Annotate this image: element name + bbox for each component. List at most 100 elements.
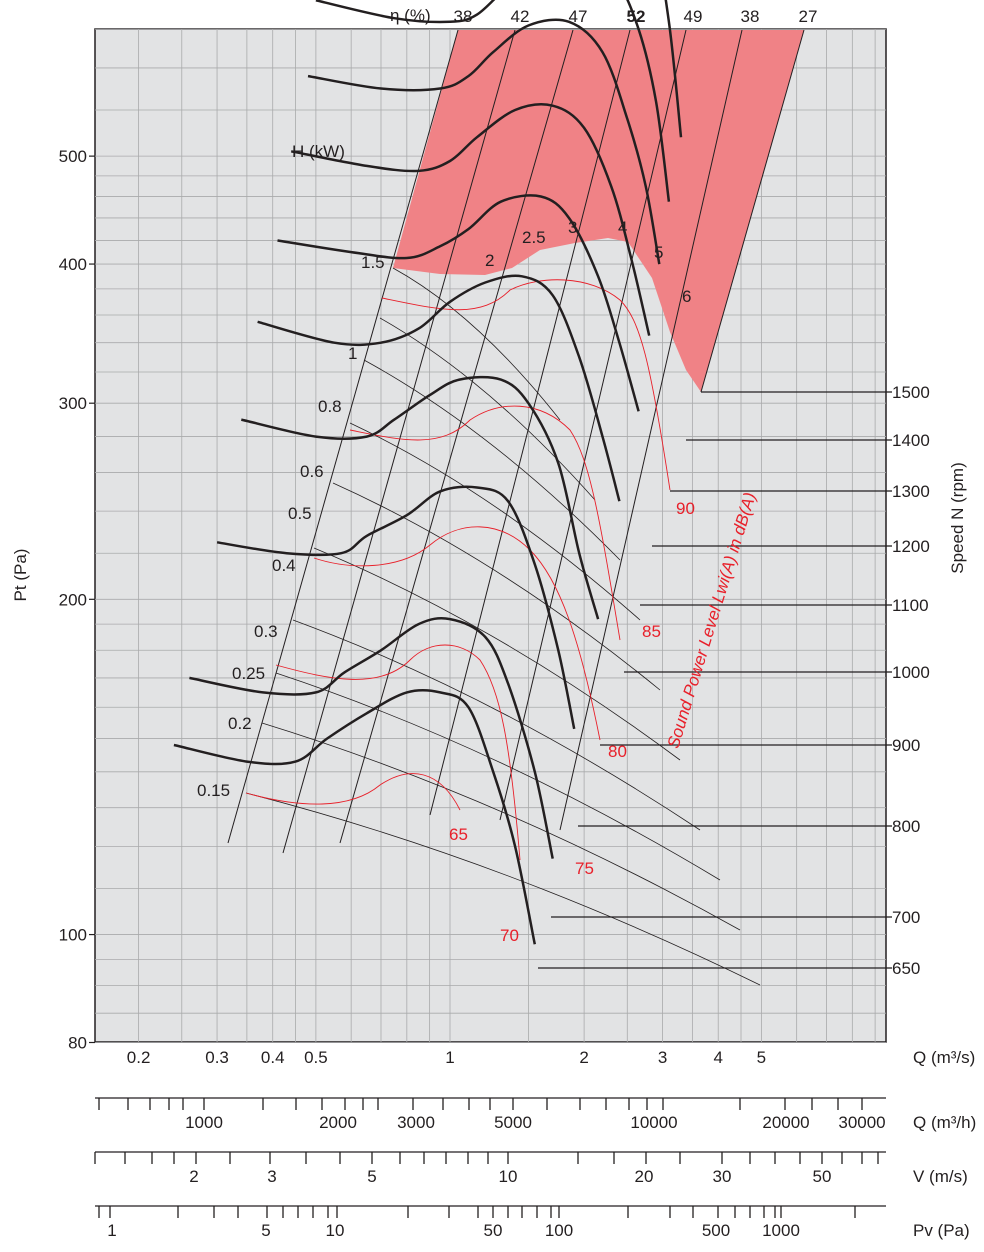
speed-curve-900 [241,375,600,620]
speed-curve-1400 [315,0,671,202]
q-m3h-axis-label: Q (m³/h) [913,1113,976,1132]
power-value-label: 0.5 [288,504,312,523]
pv-tick-label: 500 [702,1221,730,1240]
speed-axis-label: Speed N (rpm) [948,462,967,573]
sound-level-curve [275,644,521,861]
q-m3s-tick-label: 0.3 [205,1048,229,1067]
q-m3s-tick-label: 4 [713,1048,722,1067]
efficiency-ray [429,29,631,816]
speed-curve-1000 [257,274,621,502]
eta-value-label: 38 [741,7,760,26]
pt-tick-label: 400 [59,255,87,274]
shaded-region [393,30,804,392]
efficiency-ray [700,29,805,393]
q-m3s-tick-label: 5 [757,1048,766,1067]
power-value-label: 0.4 [272,556,296,575]
pt-tick-label: 100 [59,926,87,945]
v-tick-label: 5 [367,1167,376,1186]
speed-tick-label: 1000 [892,663,930,682]
v-tick-label: 2 [189,1167,198,1186]
power-curve [292,619,701,831]
power-value-label: 0.6 [300,462,324,481]
eta-value-label: 47 [569,7,588,26]
q-m3h-tick-label: 2000 [319,1113,357,1132]
pv-tick-label: 1 [107,1221,116,1240]
eta-value-label: 42 [511,7,530,26]
sound-level-label: 80 [608,742,627,761]
power-curve [363,359,621,561]
power-value-label: 2.5 [522,228,546,247]
q-m3s-axis-label: Q (m³/s) [913,1048,975,1067]
q-m3s-tick-label: 1 [445,1048,454,1067]
pv-tick-label: 1000 [762,1221,800,1240]
q-m3h-tick-label: 1000 [185,1113,223,1132]
efficiency-ray [227,29,459,844]
q-m3h-tick-label: 5000 [494,1113,532,1132]
speed-tick-label: 1300 [892,482,930,501]
power-value-label: 6 [682,287,691,306]
sound-level-label: 70 [500,926,519,945]
speed-tick-label: 900 [892,736,920,755]
q-m3h-tick-label: 10000 [630,1113,677,1132]
speed-tick-label: 1200 [892,537,930,556]
power-axis-label: H (kW) [292,142,345,161]
shaded-high-speed-region [393,30,804,392]
power-value-label: 1 [348,344,357,363]
speed-tick-label: 1100 [892,596,929,615]
eta-value-label: 49 [684,7,703,26]
sound-level-label: 75 [575,859,594,878]
v-tick-label: 30 [713,1167,732,1186]
power-curve [275,672,721,881]
eta-symbol: η (%) [390,6,431,25]
power-curve [332,482,661,691]
speed-curve-1300 [307,18,661,265]
power-value-label: 3 [568,218,577,237]
speed-curve-1200 [290,103,651,336]
power-value-label: 2 [485,251,494,270]
v-tick-label: 10 [499,1167,518,1186]
speed-curve-650 [173,688,537,945]
speed-curve-700 [189,616,554,859]
power-value-label: 0.15 [197,781,230,800]
pv-tick-label: 50 [484,1221,503,1240]
bottom-scales: 1000 2000 3000 5000 10000 20000 30000 Q (m³/h) 2… [94,1097,976,1240]
pv-tick-label: 5 [261,1221,270,1240]
v-axis-label: V (m/s) [913,1167,968,1186]
eta-value-label: 27 [799,7,818,26]
pt-tick-label: 80 [68,1034,87,1053]
sound-level-curve [381,279,671,491]
power-curve [349,422,641,621]
power-curve [261,722,741,931]
q-m3s-tick-label: 0.4 [261,1048,285,1067]
pt-tick-label: 300 [59,394,87,413]
q-m3h-tick-label: 30000 [838,1113,885,1132]
sound-level-curve [349,405,621,641]
power-value-label: 4 [618,218,627,237]
q-m3h-tick-label: 20000 [762,1113,809,1132]
power-curve [245,792,761,986]
overlay-lines [227,29,892,986]
speed-curves [173,0,683,945]
power-value-label: 1.5 [361,253,385,272]
pv-tick-label: 100 [545,1221,573,1240]
v-tick-label: 20 [635,1167,654,1186]
sound-level-curve [245,773,461,811]
speed-tick-label: 800 [892,817,920,836]
pv-tick-label: 10 [326,1221,345,1240]
efficiency-ray [282,29,516,854]
speed-tick-label: 1400 [892,431,930,450]
efficiency-ray [499,29,687,821]
pt-tick-label: 500 [59,147,87,166]
power-curve [313,547,681,761]
q-m3s-tick-label: 0.2 [127,1048,151,1067]
speed-tick-label: 1500 [892,383,930,402]
sound-level-label: 65 [449,825,468,844]
power-value-label: 5 [654,243,663,262]
pt-tick-label: 200 [59,590,87,609]
power-value-label: 0.8 [318,397,342,416]
power-curve [392,267,561,421]
q-m3s-tick-label: 0.5 [304,1048,328,1067]
speed-curve-1100 [277,194,640,412]
